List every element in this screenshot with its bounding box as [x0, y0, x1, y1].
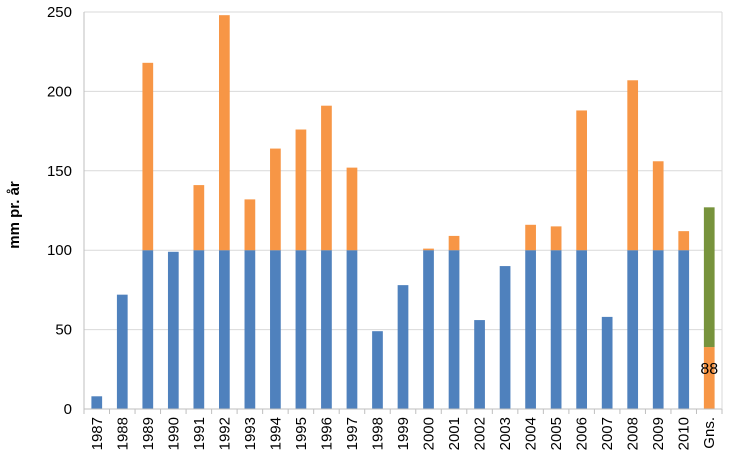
- bar-segment: [270, 250, 281, 409]
- bars: [91, 15, 715, 409]
- x-tick-label: 2008: [625, 417, 642, 450]
- y-tick-label: 200: [47, 83, 72, 100]
- y-tick-label: 150: [47, 163, 72, 180]
- y-tick-label: 250: [47, 4, 72, 21]
- bar-segment: [321, 105, 332, 251]
- bar-segment: [142, 62, 154, 251]
- x-tick-label: 1990: [165, 417, 182, 450]
- x-tick-labels: 1987 1988 1989 1990 1991 1992 1993 1994 1995 1996…: [89, 417, 718, 450]
- bar-segment: [627, 80, 639, 251]
- x-tick-label: 1992: [216, 417, 233, 450]
- bar-segment: [652, 250, 664, 409]
- bar-segment: [142, 250, 154, 409]
- axes: [83, 12, 723, 414]
- bar-segment: [448, 235, 460, 251]
- x-tick-label: 1995: [293, 417, 310, 450]
- x-tick-label: 2010: [676, 417, 693, 450]
- bar-segment: [91, 396, 103, 409]
- x-tick-label: Gns.: [701, 417, 718, 449]
- x-tick-label: 2004: [523, 417, 540, 450]
- bar-segment: [346, 250, 358, 409]
- y-tick-label: 50: [55, 322, 72, 339]
- x-tick-label: 2006: [574, 417, 591, 450]
- bar-segment: [372, 331, 383, 409]
- x-tick-label: 2007: [599, 417, 616, 450]
- bar-segment: [678, 231, 690, 251]
- x-tick-label: 1994: [267, 417, 284, 450]
- x-tick-label: 1988: [114, 417, 131, 450]
- x-tick-label: 2009: [650, 417, 667, 450]
- x-tick-label: 2000: [421, 417, 438, 450]
- bar-segment: [423, 248, 434, 251]
- bar-segment: [193, 185, 205, 251]
- bar-segment: [448, 250, 460, 409]
- x-tick-label: 1996: [318, 417, 335, 450]
- bar-segment: [474, 320, 485, 409]
- bar-segment: [295, 250, 307, 409]
- bar-segment: [627, 250, 639, 409]
- y-tick-labels: 0 50 100 150 200 250: [47, 4, 72, 418]
- x-tick-label: 1999: [395, 417, 412, 450]
- bar-segment: [193, 250, 205, 409]
- x-tick-label: 1998: [369, 417, 386, 450]
- bar-segment: [703, 347, 715, 409]
- bar-segment: [576, 110, 587, 251]
- bar-segment: [601, 316, 613, 409]
- bar-segment: [270, 148, 281, 251]
- bar-segment: [321, 250, 332, 409]
- bar-segment: [397, 285, 409, 409]
- bar-segment: [550, 226, 562, 251]
- x-tick-label: 1987: [89, 417, 106, 450]
- x-tick-label: 2001: [446, 417, 463, 450]
- x-tick-label: 1993: [242, 417, 259, 450]
- x-tick-label: 2003: [497, 417, 514, 450]
- x-tick-label: 2002: [472, 417, 489, 450]
- y-tick-label: 100: [47, 242, 72, 259]
- x-tick-label: 1989: [140, 417, 157, 450]
- bar-segment: [576, 250, 587, 409]
- bar-segment: [525, 224, 536, 251]
- x-tick-label: 1997: [344, 417, 361, 450]
- bar-segment: [499, 266, 511, 409]
- bar-segment: [652, 161, 664, 251]
- data-label: 88: [700, 361, 718, 378]
- bar-segment: [525, 250, 536, 409]
- bar-segment: [167, 251, 179, 409]
- bar-segment: [244, 199, 256, 251]
- x-tick-label: 2005: [548, 417, 565, 450]
- y-axis-title: mm pr. år: [6, 181, 23, 249]
- x-tick-label: 1991: [191, 417, 208, 450]
- bar-segment: [244, 250, 256, 409]
- bar-segment: [678, 250, 690, 409]
- data-labels: 88: [700, 361, 718, 378]
- y-tick-label: 0: [64, 401, 72, 418]
- bar-segment: [219, 15, 230, 251]
- bar-segment: [116, 294, 128, 409]
- bar-segment: [703, 207, 715, 348]
- bar-segment: [219, 250, 230, 409]
- bar-segment: [550, 250, 562, 409]
- bar-segment: [423, 250, 434, 409]
- bar-segment: [346, 167, 358, 251]
- bar-segment: [295, 129, 307, 251]
